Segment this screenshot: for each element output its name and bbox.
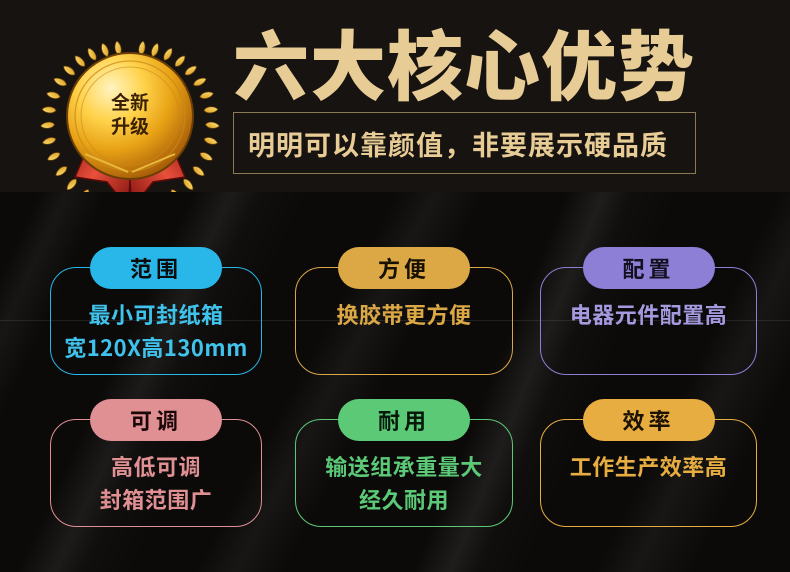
svg-text:全新: 全新 (111, 88, 149, 115)
svg-text:升级: 升级 (111, 112, 149, 139)
